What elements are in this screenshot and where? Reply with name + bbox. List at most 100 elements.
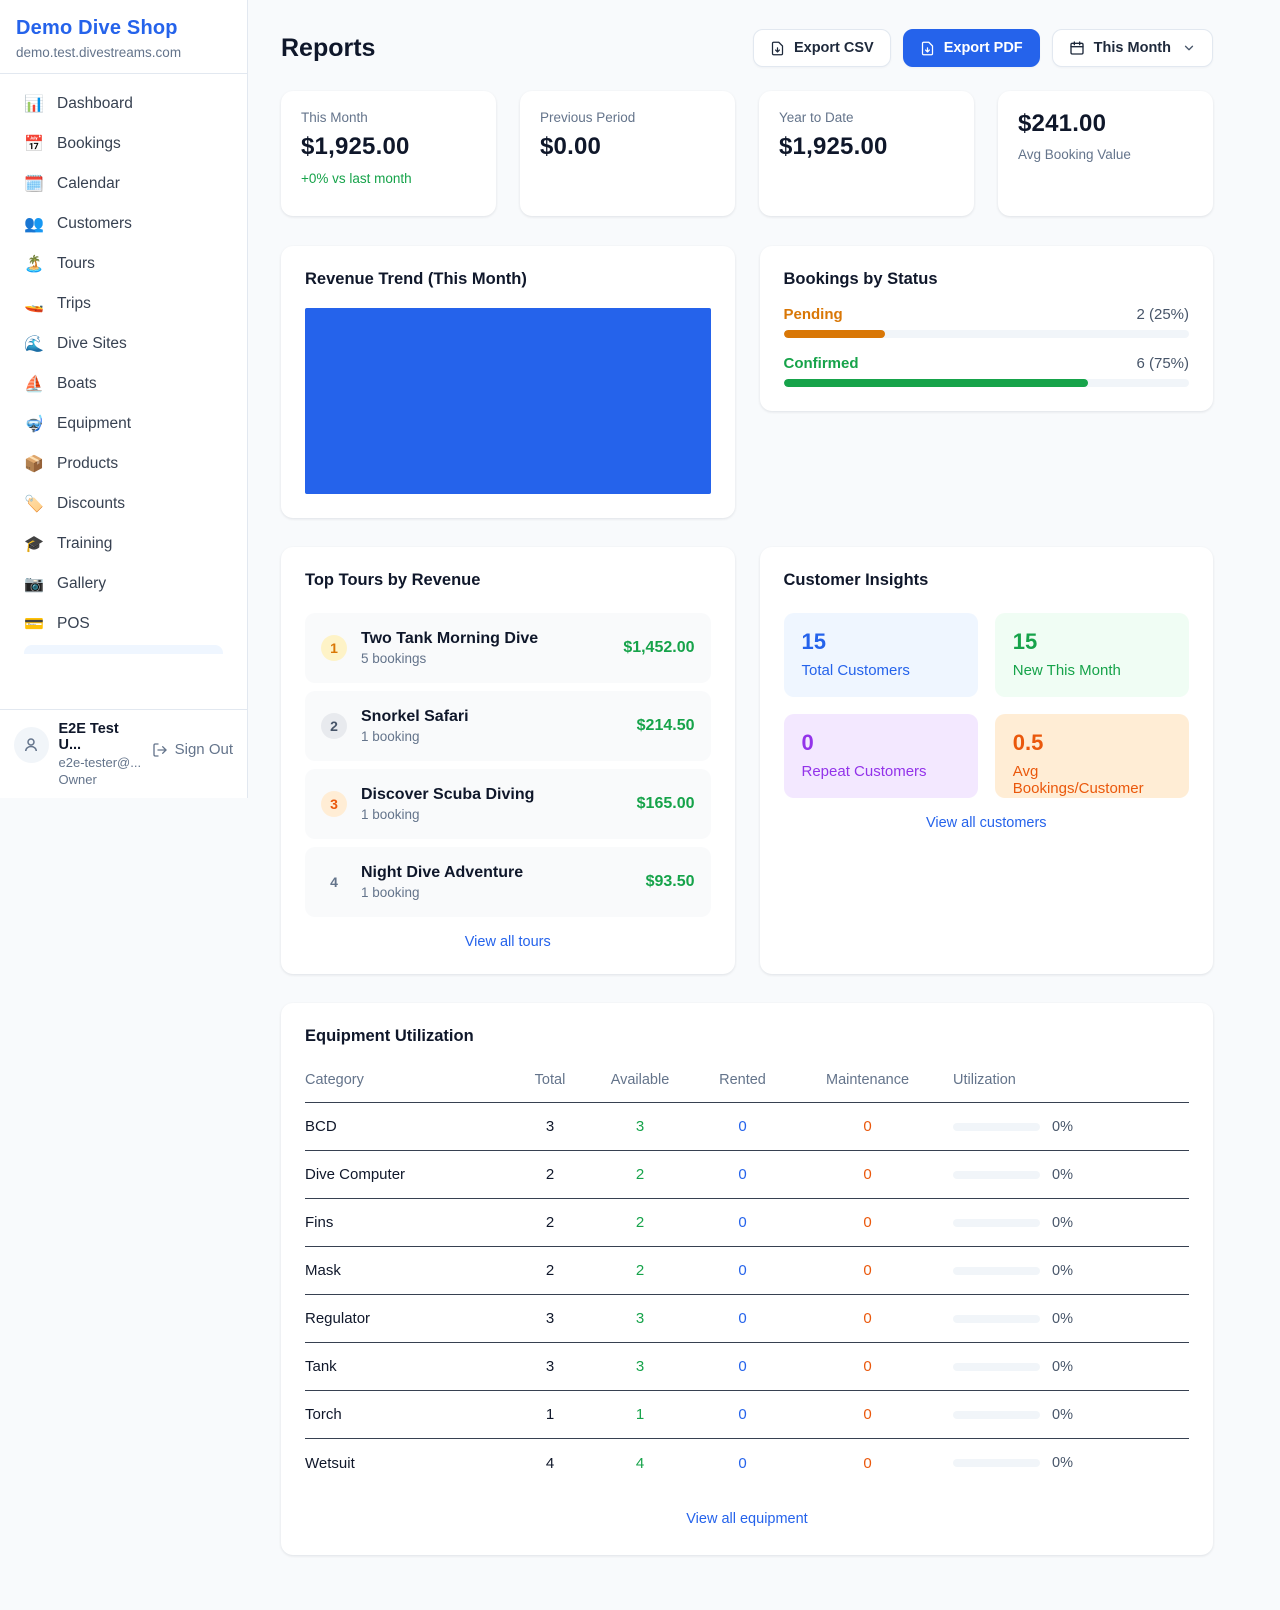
sidebar-item-label: Training [57,535,113,552]
sidebar-item-label: Boats [57,375,97,392]
user-email: e2e-tester@... [58,755,142,770]
tour-row: 1 Two Tank Morning Dive 5 bookings $1,45… [305,613,711,683]
sidebar-item-boats[interactable]: ⛵ Boats [12,364,235,404]
sidebar-item-label: Trips [57,295,91,312]
utilization-track [953,1122,1040,1131]
col-total: Total [534,1072,566,1088]
file-download-icon [921,41,933,55]
sidebar-item-calendar[interactable]: 🗓️ Calendar [12,164,235,204]
view-all-tours-link[interactable]: View all tours [464,934,551,950]
stat-card-year-to-date: Year to Date $1,925.00 [759,91,974,216]
utilization-track [953,1314,1040,1323]
sidebar-item-gallery[interactable]: 📷 Gallery [12,564,235,604]
table-body: BCD 3 3 0 0 0% Dive Computer 2 2 [305,1102,1189,1487]
calendar-icon: 🗓️ [24,176,44,193]
view-all-equipment-link[interactable]: View all equipment [686,1511,808,1527]
cell-utilization: 0% [935,1119,1189,1135]
stat-card-avg-booking-value: $241.00 Avg Booking Value [998,91,1213,216]
sidebar-item-training[interactable]: 🎓 Training [12,524,235,564]
table-header-row: Category Total Available Rented Maintena… [305,1064,1189,1102]
col-available: Available [610,1072,670,1088]
equipment-utilization-card: Equipment Utilization Category Total Ava… [281,1003,1213,1555]
sidebar-item-products[interactable]: 📦 Products [12,444,235,484]
sidebar-item-discounts[interactable]: 🏷️ Discounts [12,484,235,524]
tour-bookings: 5 bookings [361,651,427,666]
tour-revenue: $1,452.00 [623,639,695,656]
cell-category: BCD [305,1118,337,1135]
tile-value: 0 [801,730,814,755]
col-rented: Rented [719,1072,766,1088]
cell-category: Tank [305,1358,337,1375]
view-all-customers-link[interactable]: View all customers [925,815,1047,831]
table-row: Wetsuit 4 4 0 0 0% [305,1439,1189,1487]
export-csv-button[interactable]: Export CSV [752,29,891,67]
tour-bookings: 1 booking [361,807,420,822]
charts-row: Revenue Trend (This Month) Bookings by S… [281,246,1213,518]
sidebar-item-label: Discounts [57,495,126,512]
period-dropdown[interactable]: This Month [1051,29,1213,67]
cell-utilization: 0% [935,1407,1189,1423]
sidebar-item-bookings[interactable]: 📅 Bookings [12,124,235,164]
utilization-track [953,1266,1040,1275]
cell-total: 2 [545,1214,555,1231]
avatar [14,727,49,763]
status-count: 2 (25%) [1136,306,1189,323]
cell-utilization: 0% [935,1167,1189,1183]
page-header: Reports Export CSV Export PDF [281,29,1213,67]
cell-total: 2 [545,1166,555,1183]
cell-maintenance: 0 [863,1214,872,1231]
col-utilization: Utilization [953,1072,1016,1088]
tour-revenue: $165.00 [636,795,695,812]
sidebar-item-tours[interactable]: 🏝️ Tours [12,244,235,284]
sidebar-item-dive-sites[interactable]: 🌊 Dive Sites [12,324,235,364]
sign-out-button[interactable]: Sign Out [152,741,233,758]
sidebar-item-reports-partial[interactable] [24,645,223,654]
sidebar-item-trips[interactable]: 🚤 Trips [12,284,235,324]
chevron-down-icon [1184,45,1194,51]
sidebar-item-dashboard[interactable]: 📊 Dashboard [12,84,235,124]
stat-value: $1,925.00 [779,133,888,160]
cell-total: 3 [545,1118,555,1135]
cell-available: 1 [635,1406,645,1423]
col-category: Category [305,1072,364,1088]
status-row-pending: Pending 2 (25%) [783,306,1189,338]
equipment-utilization-title: Equipment Utilization [305,1027,474,1045]
status-row-confirmed: Confirmed 6 (75%) [783,355,1189,387]
tour-revenue: $214.50 [636,717,695,734]
pos-icon: 💳 [24,616,44,633]
tile-value: 0.5 [1012,730,1044,755]
equipment-icon: 🤿 [24,416,44,433]
bookings-icon: 📅 [24,136,44,153]
cell-total: 3 [545,1310,555,1327]
sidebar-nav: 📊 Dashboard 📅 Bookings 🗓️ Calendar 👥 Cus… [0,74,247,654]
utilization-percent: 0% [1052,1455,1073,1471]
sidebar-item-pos[interactable]: 💳 POS [12,604,235,644]
user-info: E2E Test U... e2e-tester@... Owner [59,721,142,787]
cell-category: Torch [305,1406,342,1423]
utilization-percent: 0% [1052,1214,1073,1231]
cell-available: 2 [635,1214,645,1231]
cell-utilization: 0% [935,1359,1189,1375]
gallery-icon: 📷 [24,576,44,593]
sidebar-item-customers[interactable]: 👥 Customers [12,204,235,244]
cell-rented: 0 [738,1358,747,1375]
sidebar-item-equipment[interactable]: 🤿 Equipment [12,404,235,444]
sidebar-item-label: POS [57,615,90,632]
sidebar: Demo Dive Shop demo.test.divestreams.com… [0,0,248,798]
cell-rented: 0 [738,1118,747,1135]
user-icon [25,738,38,752]
boats-icon: ⛵ [24,376,44,393]
cell-maintenance: 0 [863,1406,872,1423]
sidebar-item-label: Customers [57,215,132,232]
utilization-percent: 0% [1052,1406,1073,1423]
status-progress-fill [783,379,1088,387]
calendar-icon [1070,41,1084,55]
cell-available: 3 [635,1118,645,1135]
shop-name[interactable]: Demo Dive Shop [16,17,178,39]
customer-insights-card: Customer Insights 15 Total Customers 15 … [759,547,1213,974]
export-pdf-button[interactable]: Export PDF [902,29,1040,67]
utilization-percent: 0% [1052,1166,1073,1183]
equipment-table: Category Total Available Rented Maintena… [305,1064,1189,1487]
sidebar-item-label: Equipment [57,415,132,432]
tile-label: Avg Bookings/Customer [1012,763,1144,797]
